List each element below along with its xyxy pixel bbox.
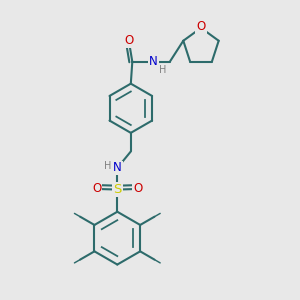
Text: O: O <box>133 182 142 196</box>
Text: N: N <box>149 55 158 68</box>
Text: H: H <box>104 160 111 171</box>
Text: H: H <box>159 65 166 75</box>
Text: N: N <box>113 161 122 175</box>
Text: O: O <box>92 182 101 196</box>
Text: O: O <box>124 34 133 47</box>
Text: O: O <box>196 20 206 33</box>
Text: S: S <box>113 183 122 196</box>
